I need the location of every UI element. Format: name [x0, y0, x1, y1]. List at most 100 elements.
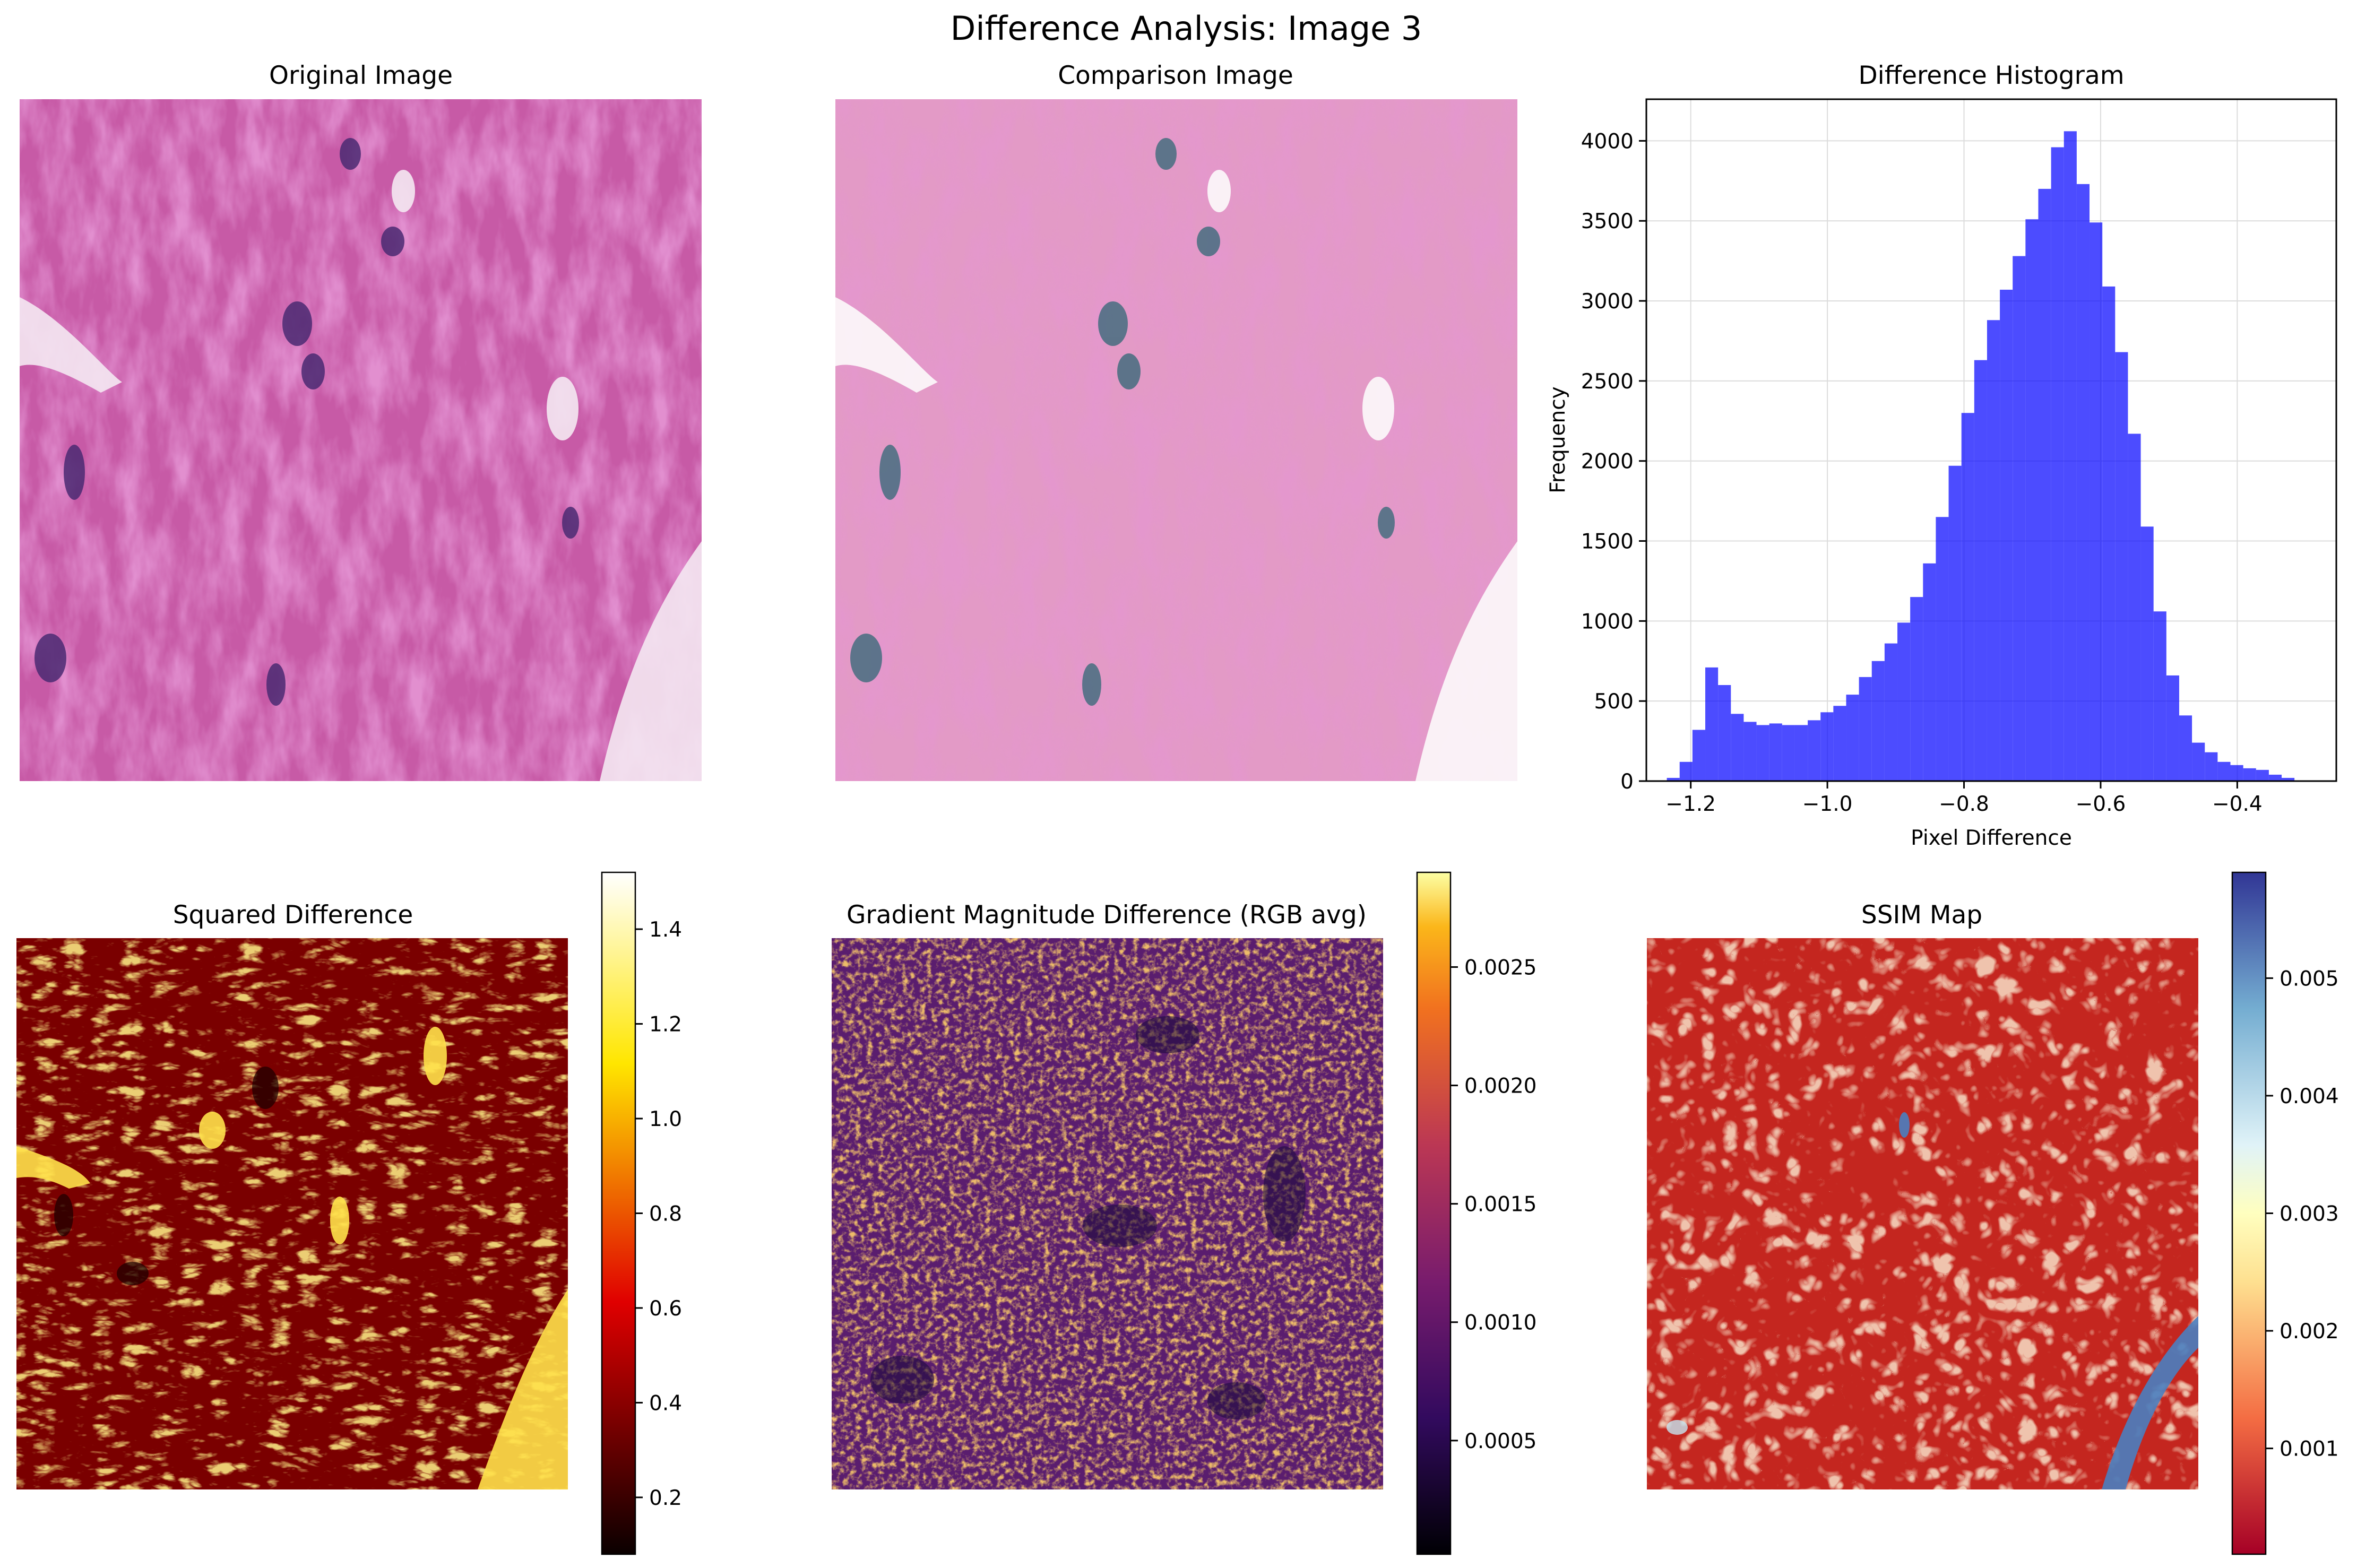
histogram-bar — [1769, 723, 1782, 781]
histogram-bar — [1987, 320, 2000, 781]
squared-difference-colorbar: 0.2 0.4 0.6 0.8 1.0 1.2 1.4 — [601, 871, 682, 1555]
histogram-axes-frame — [1645, 98, 2337, 782]
ssim-colorbar-tick-label: 0.001 — [2280, 1437, 2339, 1461]
histogram-bar — [1743, 722, 1757, 781]
histogram-bar — [2268, 774, 2282, 781]
histogram-bar — [2090, 222, 2103, 781]
histogram-bar — [2025, 219, 2039, 781]
squared-difference-map — [16, 938, 568, 1489]
squared-difference-colorbar-tick-label: 1.4 — [649, 918, 682, 942]
histogram-bar — [2038, 188, 2051, 782]
gradient-difference-map — [832, 938, 1383, 1489]
ssim-colorbar: 0.001 0.002 0.003 0.004 0.005 — [2231, 871, 2339, 1555]
histogram-bar — [2128, 434, 2141, 781]
squared-difference-colorbar-tick-label: 0.2 — [649, 1486, 682, 1510]
histogram-bar — [2000, 289, 2013, 781]
ssim-map — [1647, 938, 2198, 1489]
squared-difference-title: Squared Difference — [173, 900, 413, 930]
histogram-bar — [1808, 720, 1821, 781]
histogram-x-tick-label: −0.8 — [1939, 792, 1989, 816]
squared-difference-colorbar-tick-label: 0.6 — [649, 1297, 682, 1321]
ssim-colorbar-tick-label: 0.003 — [2280, 1202, 2339, 1226]
histogram-y-tick-label: 0 — [1620, 770, 1634, 794]
gradient-difference-panel: Gradient Magnitude Difference (RGB avg) … — [832, 871, 1536, 1555]
gradient-difference-title: Gradient Magnitude Difference (RGB avg) — [847, 900, 1367, 930]
histogram-bar — [1859, 677, 1872, 781]
comparison-image-panel: Comparison Image — [835, 61, 1517, 781]
histogram-x-tick-label: −1.0 — [1802, 792, 1853, 816]
histogram-bar — [1705, 667, 1719, 781]
squared-difference-colorbar-tick-label: 0.8 — [649, 1202, 682, 1226]
histogram-bar — [1871, 661, 1885, 781]
histogram-bar — [2115, 352, 2128, 781]
histogram-bar — [2243, 768, 2256, 781]
ssim-colorbar-ticks: 0.001 0.002 0.003 0.004 0.005 — [2266, 967, 2339, 1461]
histogram-y-label: Frequency — [1546, 386, 1570, 493]
histogram-y-tick-label: 2000 — [1581, 450, 1634, 474]
histogram-bar — [1679, 761, 1693, 781]
histogram-x-label: Pixel Difference — [1911, 826, 2072, 850]
gradient-difference-colorbar-tick-label: 0.0025 — [1464, 956, 1536, 980]
histogram-bar — [2217, 761, 2231, 781]
histogram-bar — [1897, 622, 1911, 781]
histogram-x-tick-label: −0.4 — [2212, 792, 2263, 816]
histogram-x-tick-label: −0.6 — [2076, 792, 2126, 816]
histogram-bar — [1718, 685, 1731, 781]
squared-difference-panel: Squared Difference 0.2 0.4 0.6 0.8 1.0 1.2 1.4 — [16, 871, 682, 1555]
histogram-y-ticks: 0 500 1000 1500 2000 2500 3000 3500 4000 — [1581, 129, 1646, 794]
histogram-bar — [1923, 563, 1936, 781]
histogram-y-tick-label: 4000 — [1581, 129, 1634, 153]
gradient-difference-colorbar-tick-label: 0.0010 — [1464, 1311, 1536, 1335]
histogram-bar — [2256, 769, 2269, 781]
histogram-panel: Difference Histogram −1.2 −1.0 −0.8 −0.6 −0.… — [1546, 61, 2337, 850]
histogram-bar — [2192, 742, 2205, 781]
original-image-panel: Original Image — [20, 61, 702, 781]
gradient-difference-colorbar: 0.0005 0.0010 0.0015 0.0020 0.0025 — [1416, 871, 1536, 1555]
histogram-bar — [1692, 730, 1706, 781]
histogram-bar — [2064, 131, 2077, 782]
ssim-panel: SSIM Map 0.001 0.002 0.003 0.004 0.005 — [1647, 871, 2339, 1555]
histogram-bar — [2230, 765, 2243, 781]
histogram-bar — [2051, 147, 2064, 782]
histogram-bar — [1846, 695, 1859, 781]
gradient-difference-colorbar-ticks: 0.0005 0.0010 0.0015 0.0020 0.0025 — [1451, 956, 1536, 1453]
histogram-title: Difference Histogram — [1858, 61, 2124, 90]
histogram-bar — [1884, 643, 1898, 781]
histogram-bar — [1794, 725, 1808, 781]
histogram-bar — [1782, 725, 1795, 781]
ssim-title: SSIM Map — [1861, 900, 1982, 930]
squared-difference-colorbar-ticks: 0.2 0.4 0.6 0.8 1.0 1.2 1.4 — [635, 918, 682, 1510]
histogram-bar — [2076, 184, 2090, 782]
histogram-bar — [2140, 526, 2154, 781]
histogram-bar — [2179, 715, 2192, 781]
histogram-x-tick-label: −1.2 — [1665, 792, 1716, 816]
histogram-bar — [1833, 706, 1846, 781]
histogram-y-tick-label: 3000 — [1581, 290, 1634, 314]
histogram-bar — [1667, 777, 1680, 781]
gradient-difference-colorbar-tick-label: 0.0005 — [1464, 1430, 1536, 1453]
original-image — [20, 99, 702, 781]
histogram-bars — [1667, 131, 2295, 782]
ssim-colorbar-tick-label: 0.004 — [2280, 1085, 2339, 1108]
histogram-bar — [2153, 611, 2166, 781]
original-image-title: Original Image — [269, 61, 453, 90]
histogram-y-tick-label: 1000 — [1581, 610, 1634, 634]
squared-difference-colorbar-tick-label: 1.0 — [649, 1107, 682, 1131]
gradient-difference-colorbar-tick-label: 0.0015 — [1464, 1193, 1536, 1217]
comparison-image-title: Comparison Image — [1058, 61, 1293, 90]
histogram-bar — [2013, 256, 2026, 781]
histogram-bar — [1910, 597, 1923, 781]
histogram-y-tick-label: 3500 — [1581, 210, 1634, 233]
histogram-y-tick-label: 1500 — [1581, 530, 1634, 554]
histogram-bar — [1974, 360, 1987, 781]
histogram-bar — [1756, 725, 1769, 781]
histogram-bar — [1948, 465, 1962, 781]
histogram-x-ticks: −1.2 −1.0 −0.8 −0.6 −0.4 — [1665, 781, 2263, 816]
histogram-bar — [2282, 777, 2295, 781]
figure-title: Difference Analysis: Image 3 — [951, 9, 1422, 48]
squared-difference-colorbar-tick-label: 0.4 — [649, 1391, 682, 1415]
gradient-difference-colorbar-tick-label: 0.0020 — [1464, 1075, 1536, 1098]
ssim-colorbar-tick-label: 0.002 — [2280, 1320, 2339, 1344]
squared-difference-colorbar-tick-label: 1.2 — [649, 1013, 682, 1037]
